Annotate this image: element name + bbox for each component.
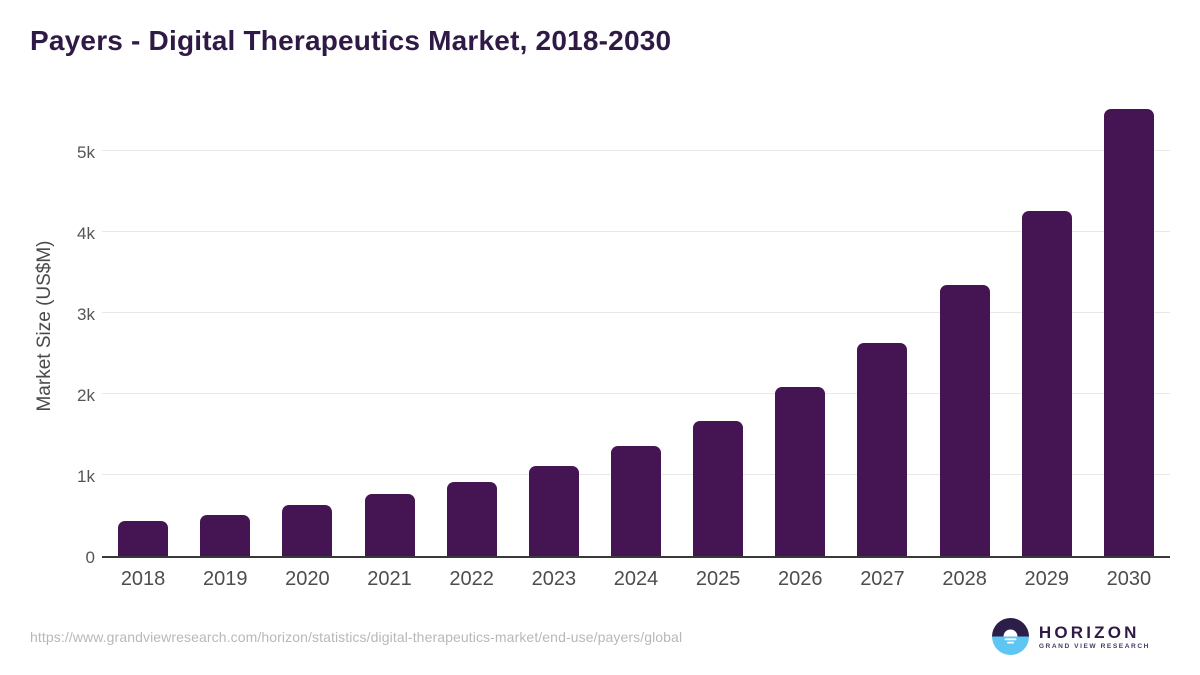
bar-2027 xyxy=(857,342,908,556)
y-tick-label: 4k xyxy=(77,223,95,243)
plot-area xyxy=(102,95,1170,558)
bar-2029 xyxy=(1021,210,1072,556)
bar-2030 xyxy=(1103,109,1154,556)
bar-2019 xyxy=(200,514,251,556)
x-tick-label: 2026 xyxy=(778,568,823,590)
gridline xyxy=(102,311,1170,313)
logo-sub-brand: GRAND VIEW RESEARCH xyxy=(1038,642,1150,650)
x-tick-label: 2020 xyxy=(285,568,330,590)
bar-2024 xyxy=(611,445,661,556)
chart-title: Payers - Digital Therapeutics Market, 20… xyxy=(30,25,672,56)
bar-2018 xyxy=(118,521,169,556)
x-tick-label: 2028 xyxy=(942,568,987,590)
bar-2025 xyxy=(693,420,744,556)
x-tick-label: 2027 xyxy=(860,568,905,590)
x-tick-label: 2019 xyxy=(202,568,248,590)
bar-2026 xyxy=(775,386,826,556)
x-tick-label: 2023 xyxy=(531,568,577,590)
bar-2021 xyxy=(364,494,415,556)
x-tick-label: 2021 xyxy=(367,568,412,590)
x-tick-label: 2024 xyxy=(613,568,659,590)
bar-2022 xyxy=(446,482,497,556)
logo-brand: HORIZON xyxy=(1038,622,1140,642)
x-tick-label: 2025 xyxy=(695,568,741,590)
gridline xyxy=(102,230,1170,232)
horizon-sunset-icon xyxy=(991,618,1029,655)
gridline xyxy=(102,392,1170,394)
x-axis: 2018 2019 2020 2021 2022 2023 2024 2025 2026 2027… xyxy=(102,568,1170,594)
y-tick-label: 1k xyxy=(77,466,95,486)
x-tick-label: 2022 xyxy=(449,568,494,590)
bar-2020 xyxy=(282,504,333,556)
x-tick-label: 2018 xyxy=(120,568,166,590)
logo-text: HORIZON GRAND VIEW RESEARCH xyxy=(1039,623,1150,651)
gridline xyxy=(102,149,1170,151)
bar-2028 xyxy=(939,285,990,556)
horizon-logo: HORIZON GRAND VIEW RESEARCH xyxy=(991,618,1150,655)
y-tick-label: 5k xyxy=(77,142,95,162)
x-tick-label: 2030 xyxy=(1106,568,1152,590)
y-tick-label: 0 xyxy=(85,548,95,567)
y-tick-label: 2k xyxy=(77,385,95,405)
x-tick-label: 2029 xyxy=(1024,568,1070,590)
source-url: https://www.grandviewresearch.com/horizo… xyxy=(30,629,683,645)
y-tick-label: 3k xyxy=(77,304,95,324)
bar-2023 xyxy=(528,466,579,556)
